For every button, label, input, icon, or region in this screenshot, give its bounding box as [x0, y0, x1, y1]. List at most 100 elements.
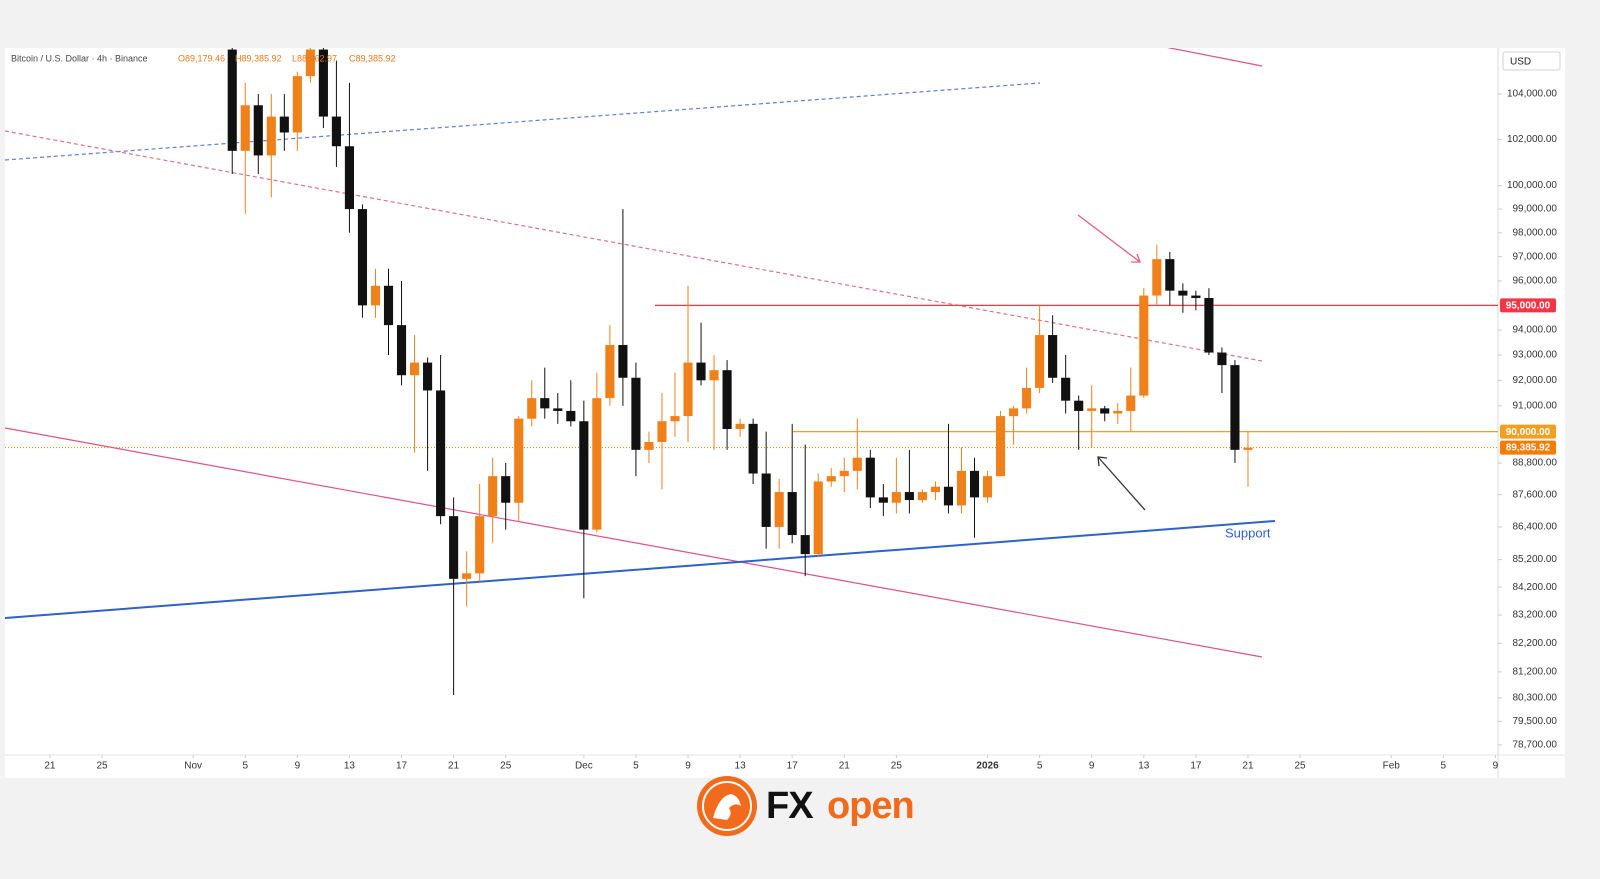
- candle-body: [566, 410, 576, 422]
- x-tick-label: 21: [44, 761, 56, 772]
- candle-body: [579, 421, 589, 530]
- y-tick-label: 96,000.00: [1513, 276, 1558, 287]
- x-tick-label: 21: [1242, 761, 1254, 772]
- candle-body: [1126, 395, 1136, 411]
- logo-mark-ring: [702, 781, 752, 831]
- candle-body: [969, 470, 980, 498]
- candle-body: [436, 390, 446, 517]
- x-tick-label: 21: [448, 761, 460, 772]
- candle-body: [514, 418, 524, 503]
- x-tick-label: 25: [891, 761, 903, 772]
- x-tick-label: 17: [787, 761, 799, 772]
- ohlc-value: C89,385.92: [349, 53, 396, 63]
- y-tick-label: 82,200.00: [1513, 638, 1558, 649]
- x-tick-label: 25: [1294, 761, 1306, 772]
- candle-body: [852, 457, 862, 471]
- axes: 104,000.00 102,000.00 100,000.00 99,000.00 9…: [44, 89, 1557, 772]
- candle-body: [1204, 298, 1214, 353]
- candle-body: [1113, 410, 1123, 414]
- candle-body: [826, 476, 836, 482]
- candle-body: [787, 492, 797, 536]
- x-tick-label: 21: [839, 761, 851, 772]
- candle-body: [423, 362, 433, 391]
- price-level-tag: [1500, 298, 1556, 313]
- support-line: [5, 520, 1276, 619]
- ohlc-header: O89,179.46 H89,385.92 L88,962.97 C89,385.92: [178, 53, 396, 63]
- candle-body: [774, 492, 784, 527]
- y-tick-label: 85,200.00: [1513, 554, 1558, 565]
- candle-body: [1087, 408, 1097, 411]
- brand-fx: FX: [766, 785, 814, 827]
- x-tick-label: 9: [1493, 761, 1499, 772]
- x-tick-label: 9: [685, 761, 691, 772]
- candle-body: [943, 486, 954, 506]
- ohlc-value: H89,385.92: [235, 53, 282, 63]
- candle-body: [1191, 295, 1201, 299]
- candle-body: [982, 476, 993, 498]
- trend-line: [5, 427, 1263, 658]
- x-tick-label: 9: [1089, 761, 1095, 772]
- candle-body: [331, 116, 341, 147]
- y-tick-label: 86,400.00: [1513, 522, 1558, 533]
- candle-body: [683, 362, 693, 417]
- arrow-head: [1131, 253, 1141, 263]
- candle-body: [1074, 400, 1084, 411]
- candle-body: [396, 325, 407, 376]
- y-tick-label: 104,000.00: [1507, 89, 1557, 100]
- candle-body: [930, 486, 940, 493]
- candle-body: [370, 285, 381, 306]
- candle-body: [644, 442, 654, 450]
- candle-body: [1217, 352, 1227, 366]
- y-tick-label: 87,600.00: [1513, 489, 1558, 500]
- y-tick-label: 93,000.00: [1513, 350, 1558, 361]
- x-tick-label: 2026: [976, 761, 999, 772]
- candle-body: [696, 362, 706, 381]
- price-level-label: 89,385.92: [1506, 443, 1551, 454]
- candle-body: [227, 49, 237, 151]
- y-tick-label: 91,000.00: [1513, 400, 1558, 411]
- x-tick-label: 13: [344, 761, 356, 772]
- candle-body: [383, 285, 394, 326]
- y-tick-label: 84,200.00: [1513, 582, 1558, 593]
- candle-body: [1139, 295, 1149, 396]
- arrow-head: [1097, 456, 1108, 467]
- candles: [227, 48, 1253, 695]
- candle-body: [748, 423, 758, 474]
- candle-body: [631, 377, 641, 450]
- x-tick-label: 5: [242, 761, 248, 772]
- y-tick-label: 102,000.00: [1507, 134, 1557, 145]
- support-label: Support: [1225, 525, 1271, 540]
- y-tick-label: 100,000.00: [1507, 180, 1557, 191]
- ohlc-value: L88,962.97: [292, 53, 337, 63]
- chart-panel: [5, 48, 1565, 778]
- x-tick-label: 25: [500, 761, 512, 772]
- candle-body: [1061, 377, 1071, 401]
- x-tick-label: 17: [396, 761, 408, 772]
- price-level-label: 90,000.00: [1506, 427, 1551, 438]
- candle-body: [305, 49, 315, 77]
- candle-body: [657, 421, 667, 443]
- y-tick-label: 99,000.00: [1513, 204, 1558, 215]
- x-tick-label: 9: [295, 761, 301, 772]
- candle-body: [409, 362, 420, 376]
- currency-box: [1502, 51, 1561, 71]
- candle-body: [1048, 335, 1058, 378]
- candle-body: [292, 76, 302, 133]
- y-tick-label: 88,800.00: [1513, 458, 1558, 469]
- x-tick-label: 13: [1138, 761, 1150, 772]
- candle-body: [1243, 447, 1253, 450]
- x-tick-label: 25: [96, 761, 108, 772]
- candle-body: [878, 497, 888, 503]
- y-tick-label: 92,000.00: [1513, 375, 1558, 386]
- candle-body: [709, 370, 719, 381]
- candle-body: [995, 416, 1006, 477]
- candle-body: [253, 105, 263, 156]
- candle-body: [1035, 335, 1045, 388]
- arrows: [1077, 214, 1146, 511]
- candle-body: [891, 492, 901, 503]
- candle-body: [917, 492, 927, 501]
- candle-body: [488, 476, 498, 517]
- candle-body: [956, 470, 967, 506]
